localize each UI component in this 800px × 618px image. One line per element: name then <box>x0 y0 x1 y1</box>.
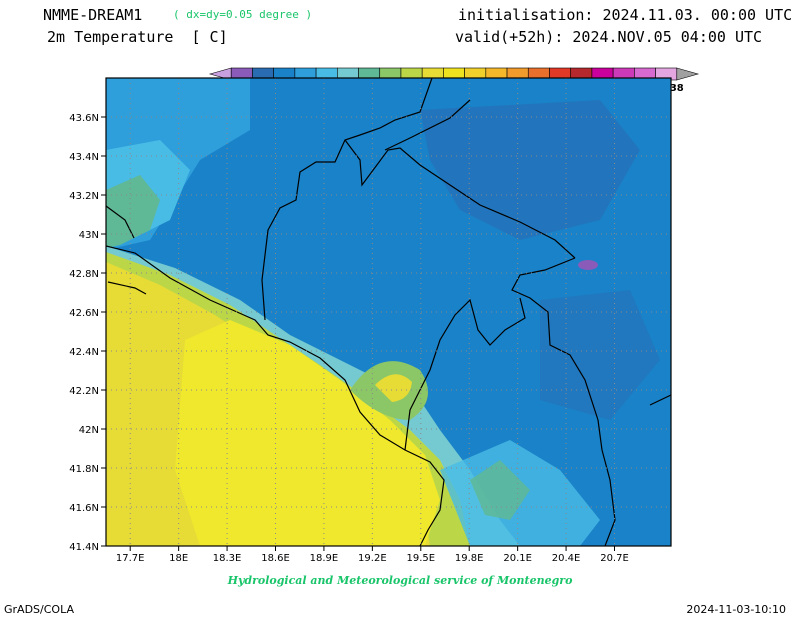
x-tick-label: 19.8E <box>455 553 484 564</box>
x-tick-label: 20.4E <box>552 553 581 564</box>
y-tick-label: 43N <box>79 230 99 241</box>
y-axis: 43.6N 43.4N 43.2N 43N 42.8N 42.6N 42.4N 42.2N 42… <box>69 113 106 553</box>
border-macedonia <box>601 449 616 546</box>
y-tick-label: 41.6N <box>69 503 99 514</box>
x-tick-label: 20.1E <box>503 553 532 564</box>
y-tick-label: 43.2N <box>69 191 99 202</box>
model-title: NMME-DREAM1 <box>43 6 143 24</box>
x-tick-label: 18.6E <box>261 553 290 564</box>
temperature-field <box>106 78 671 546</box>
field-cold-e <box>540 290 660 420</box>
field-lake-yellow <box>375 374 412 402</box>
y-tick-label: 42N <box>79 425 99 436</box>
coastline <box>106 245 445 546</box>
software-label: GrADS/COLA <box>4 603 74 616</box>
x-tick-label: 19.5E <box>406 553 435 564</box>
y-tick-label: 41.4N <box>69 542 99 553</box>
resolution-label: ( dx=dy=0.05 degree ) <box>173 8 313 21</box>
credit-text: Hydrological and Meteorological service … <box>227 574 573 587</box>
x-tick-label: 18E <box>169 553 188 564</box>
x-tick-label: 18.3E <box>213 553 242 564</box>
field-coldest-spot <box>578 260 598 270</box>
x-tick-label: 20.7E <box>600 553 629 564</box>
border-serbia <box>344 139 576 259</box>
border-kosovo <box>511 257 603 451</box>
border-north <box>384 99 471 151</box>
colorbar-swatch <box>676 67 700 81</box>
y-tick-label: 43.6N <box>69 113 99 124</box>
y-tick-label: 42.6N <box>69 308 99 319</box>
y-tick-label: 42.2N <box>69 386 99 397</box>
field-sea-bright-yellow <box>175 320 440 546</box>
y-tick-label: 43.4N <box>69 152 99 163</box>
x-tick-label: 18.9E <box>310 553 339 564</box>
border-albania <box>404 297 526 451</box>
y-tick-label: 42.8N <box>69 269 99 280</box>
border-east <box>649 394 671 406</box>
peninsula-line <box>107 281 147 295</box>
coast-segment-nw <box>106 205 135 239</box>
x-tick-label: 19.2E <box>358 553 387 564</box>
border-bosnia <box>261 78 433 321</box>
colorbar-label: 38 <box>670 83 684 94</box>
initialisation-time: initialisation: 2024.11.03. 00:00 UTC <box>458 6 793 24</box>
x-axis: 17.7E 18E 18.3E 18.6E 18.9E 19.2E 19.5E 19.8E 20… <box>116 546 629 564</box>
y-tick-label: 42.4N <box>69 347 99 358</box>
field-cold-ne <box>420 100 640 240</box>
borders <box>106 78 671 546</box>
variable-title: 2m Temperature [ C] <box>47 28 228 46</box>
y-tick-label: 41.8N <box>69 464 99 475</box>
field-green-nw <box>106 175 160 248</box>
colorbar <box>208 67 700 81</box>
valid-time: valid(+52h): 2024.NOV.05 04:00 UTC <box>455 28 763 46</box>
x-tick-label: 17.7E <box>116 553 145 564</box>
field-south-green <box>470 460 530 520</box>
render-timestamp: 2024-11-03-10:10 <box>686 603 786 616</box>
